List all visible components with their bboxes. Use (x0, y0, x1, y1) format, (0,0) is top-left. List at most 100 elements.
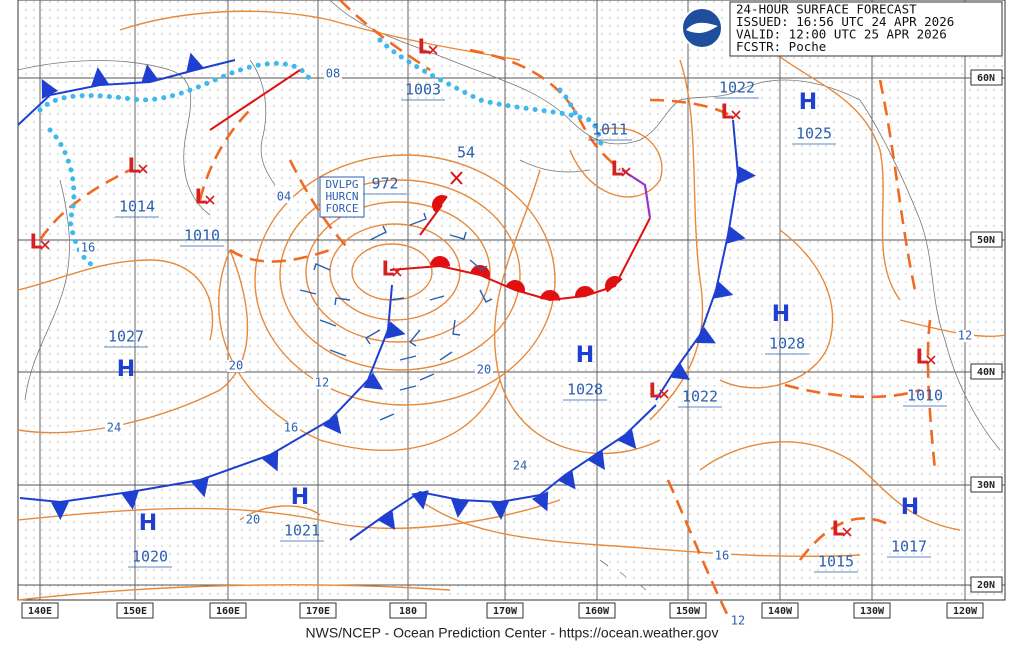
lat-label: 60N (977, 73, 995, 84)
high-symbol: H (139, 511, 157, 536)
pressure-label: 1015 (818, 553, 854, 571)
lat-label-box (970, 576, 1003, 593)
lon-label: 140W (768, 606, 793, 617)
isobar-label-bg (227, 360, 245, 372)
isobar-label-bg (729, 615, 747, 627)
low-x (659, 389, 669, 399)
warning-line: FORCE (325, 202, 358, 215)
pressure-label: 1022 (682, 388, 718, 406)
lon-label-box (116, 602, 154, 619)
isobar-label: 12 (958, 329, 972, 343)
pressure-label: 972 (371, 175, 398, 193)
lon-label: 150W (676, 606, 701, 617)
pressure-label: 1010 (907, 387, 943, 405)
labels: 140E 150E 160E 170E 180 170W 160W 150W 140W 130W 1… (21, 2, 1003, 641)
lon-label: 150E (123, 606, 147, 617)
pressure-label: 1025 (796, 125, 832, 143)
low-symbol: L (128, 154, 141, 178)
isobar-label-bg (956, 330, 974, 342)
isobar-label-bg (244, 514, 262, 526)
low-x (40, 240, 50, 250)
lon-label-box (853, 602, 891, 619)
lat-label-box (970, 69, 1003, 86)
warning-line: DVLPG (325, 178, 358, 191)
isobar-label: 20 (229, 359, 243, 373)
low-x (205, 195, 215, 205)
lat-label: 20N (977, 580, 995, 591)
low-symbol: L (611, 157, 624, 181)
low-x (428, 45, 438, 55)
isobar-label-bg (511, 460, 529, 472)
isobar-label-bg (105, 422, 123, 434)
low-symbol: L (916, 345, 929, 369)
pressure-label: 1014 (119, 198, 155, 216)
footer: NWS/NCEP - Ocean Prediction Center - htt… (306, 625, 719, 641)
low-symbol: L (30, 230, 43, 254)
pressure-label: 1028 (769, 335, 805, 353)
low-symbol: L (382, 257, 395, 281)
isobar-label: 20 (246, 513, 260, 527)
lon-label: 160W (585, 606, 610, 617)
pressure-label: 1011 (592, 121, 628, 139)
high-symbol: H (772, 302, 790, 327)
low-symbol: L (418, 35, 431, 59)
lon-label: 140E (28, 606, 52, 617)
isobar-label-bg (282, 422, 300, 434)
isobar-label-bg (475, 364, 493, 376)
lon-label-box (389, 602, 427, 619)
isobar-label: 24 (107, 421, 121, 435)
warning-line: HURCN (325, 190, 358, 203)
low-symbol: L (195, 185, 208, 209)
lon-label: 170E (306, 606, 330, 617)
fronts (17, 52, 756, 541)
lon-label: 160E (216, 606, 240, 617)
isobar-label: 16 (81, 241, 95, 255)
pressure-label: 1022 (719, 79, 755, 97)
pressure-label: 1017 (891, 538, 927, 556)
lon-label-box (21, 602, 59, 619)
lon-label: 170W (493, 606, 518, 617)
header-box (681, 1, 1003, 57)
isobar-label-bg (324, 68, 342, 80)
low-x (621, 167, 631, 177)
isobar-label: 20 (477, 363, 491, 377)
pressure-label: 1027 (108, 328, 144, 346)
isobar-label-bg (313, 377, 331, 389)
isobar-label: 16 (715, 549, 729, 563)
pressure-label: 1003 (405, 81, 441, 99)
lon-label-box (209, 602, 247, 619)
isobar-label: 24 (513, 459, 527, 473)
high-symbol: H (291, 485, 309, 510)
lon-label-box (669, 602, 707, 619)
lon-label-box (299, 602, 337, 619)
lon-label-box (578, 602, 616, 619)
header-line: ISSUED: 16:56 UTC 24 APR 2026 (736, 14, 954, 29)
marker-label: 54 (457, 144, 475, 162)
wind-barbs (299, 212, 493, 421)
high-symbol: H (576, 343, 594, 368)
high-symbol: H (117, 357, 135, 382)
lat-label-box (970, 231, 1003, 248)
pressure-label: 1010 (184, 227, 220, 245)
low-x (926, 355, 936, 365)
high-symbol: H (799, 90, 817, 115)
lon-label-box (946, 602, 984, 619)
lat-label: 50N (977, 235, 995, 246)
low-symbol: L (832, 517, 845, 541)
low-x (731, 110, 741, 120)
lat-label-box (970, 363, 1003, 380)
troughs (38, 0, 937, 621)
lat-label-box (970, 476, 1003, 493)
low-x (138, 164, 148, 174)
lat-label: 40N (977, 367, 995, 378)
high-symbol: H (901, 495, 919, 520)
lon-label: 180 (399, 606, 417, 617)
low-x (392, 267, 402, 277)
lon-label-box (761, 602, 799, 619)
isobar-label-bg (275, 191, 293, 203)
low-x (842, 527, 852, 537)
pressure-label: 1021 (284, 522, 320, 540)
lon-label: 130W (860, 606, 885, 617)
isobar-label-bg (713, 550, 731, 562)
